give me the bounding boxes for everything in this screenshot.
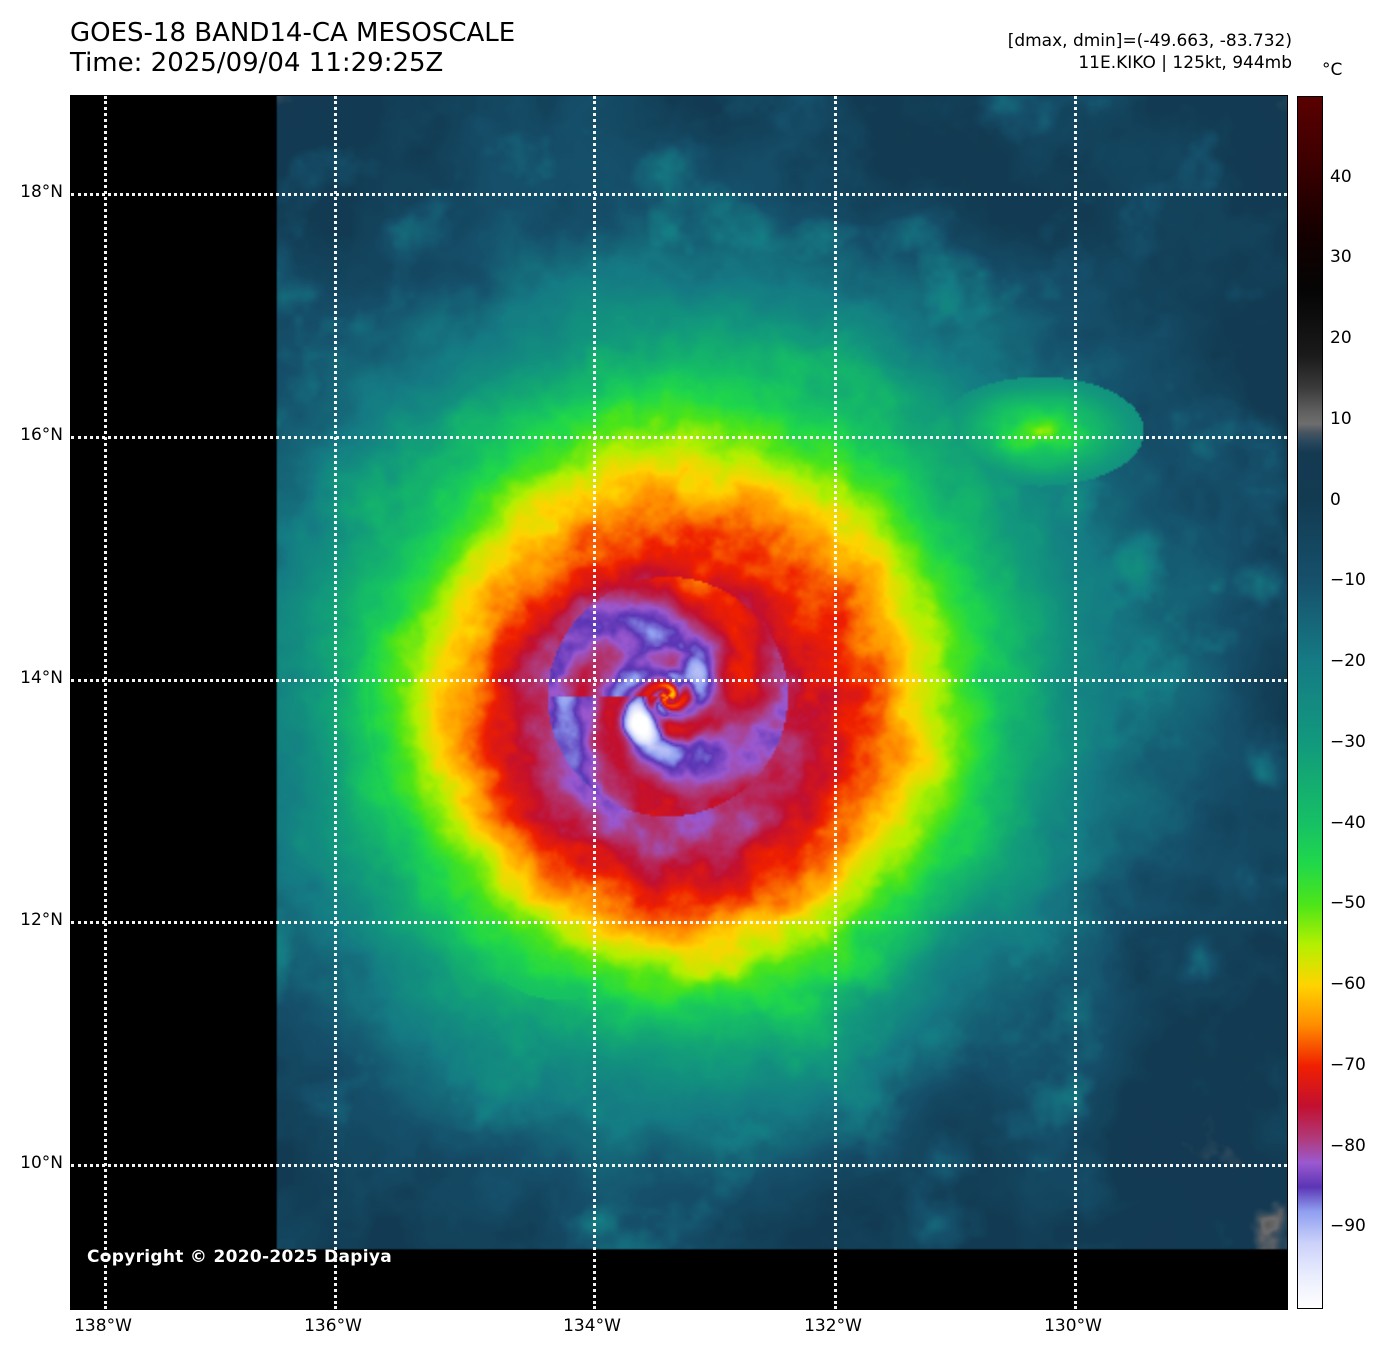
title-block: GOES-18 BAND14-CA MESOSCALE Time: 2025/0… (70, 18, 515, 78)
colorbar-tick-label: −60 (1330, 974, 1366, 995)
x-axis-tick-label: 132°W (804, 1316, 862, 1336)
colorbar (1297, 96, 1323, 1309)
colorbar-tick-label: −10 (1330, 570, 1366, 591)
y-axis-tick-label: 14°N (20, 668, 63, 688)
y-axis-tick-label: 16°N (20, 425, 63, 445)
y-axis-tick-label: 10°N (20, 1153, 63, 1173)
colorbar-tick-label: −70 (1330, 1054, 1366, 1075)
x-axis-tick-label: 134°W (563, 1316, 621, 1336)
colorbar-tick-label: −80 (1330, 1135, 1366, 1156)
colorbar-unit-label: °C (1322, 60, 1343, 80)
info-block: [dmax, dmin]=(-49.663, -83.732) 11E.KIKO… (1008, 30, 1292, 74)
storm-info-label: 11E.KIKO | 125kt, 944mb (1078, 53, 1292, 73)
colorbar-tick-label: −40 (1330, 812, 1366, 833)
copyright-label: Copyright © 2020-2025 Dapiya (87, 1247, 392, 1267)
gridline-longitude (334, 96, 337, 1309)
page-title: GOES-18 BAND14-CA MESOSCALE (70, 18, 516, 48)
colorbar-tick-label: 30 (1330, 247, 1352, 268)
gridline-latitude (71, 921, 1287, 924)
x-axis-tick-label: 138°W (74, 1316, 132, 1336)
gridline-longitude (834, 96, 837, 1309)
gridline-latitude (71, 1164, 1287, 1167)
x-axis-tick-label: 130°W (1044, 1316, 1102, 1336)
data-minmax-label: [dmax, dmin]=(-49.663, -83.732) (1007, 31, 1292, 51)
gridline-latitude (71, 436, 1287, 439)
satellite-imagery-canvas (71, 96, 1287, 1309)
gridline-longitude (104, 96, 107, 1309)
colorbar-gradient (1298, 97, 1322, 1308)
gridline-longitude (593, 96, 596, 1309)
timestamp-label: Time: 2025/09/04 11:29:25Z (70, 48, 444, 78)
y-axis-tick-label: 18°N (20, 182, 63, 202)
colorbar-tick-label: 40 (1330, 166, 1352, 187)
satellite-image-plot[interactable]: Copyright © 2020-2025 Dapiya (70, 95, 1288, 1310)
x-axis-tick-label: 136°W (304, 1316, 362, 1336)
y-axis-tick-label: 12°N (20, 910, 63, 930)
gridline-latitude (71, 193, 1287, 196)
colorbar-tick-label: −30 (1330, 731, 1366, 752)
gridline-longitude (1074, 96, 1077, 1309)
colorbar-tick-label: 20 (1330, 328, 1352, 349)
colorbar-tick-label: 0 (1330, 489, 1341, 510)
colorbar-tick-label: −50 (1330, 893, 1366, 914)
colorbar-tick-label: −20 (1330, 651, 1366, 672)
colorbar-tick-label: −90 (1330, 1216, 1366, 1237)
colorbar-tick-label: 10 (1330, 408, 1352, 429)
y-axis-labels: 18°N 16°N 14°N 12°N 10°N (0, 0, 64, 1359)
gridline-latitude (71, 679, 1287, 682)
